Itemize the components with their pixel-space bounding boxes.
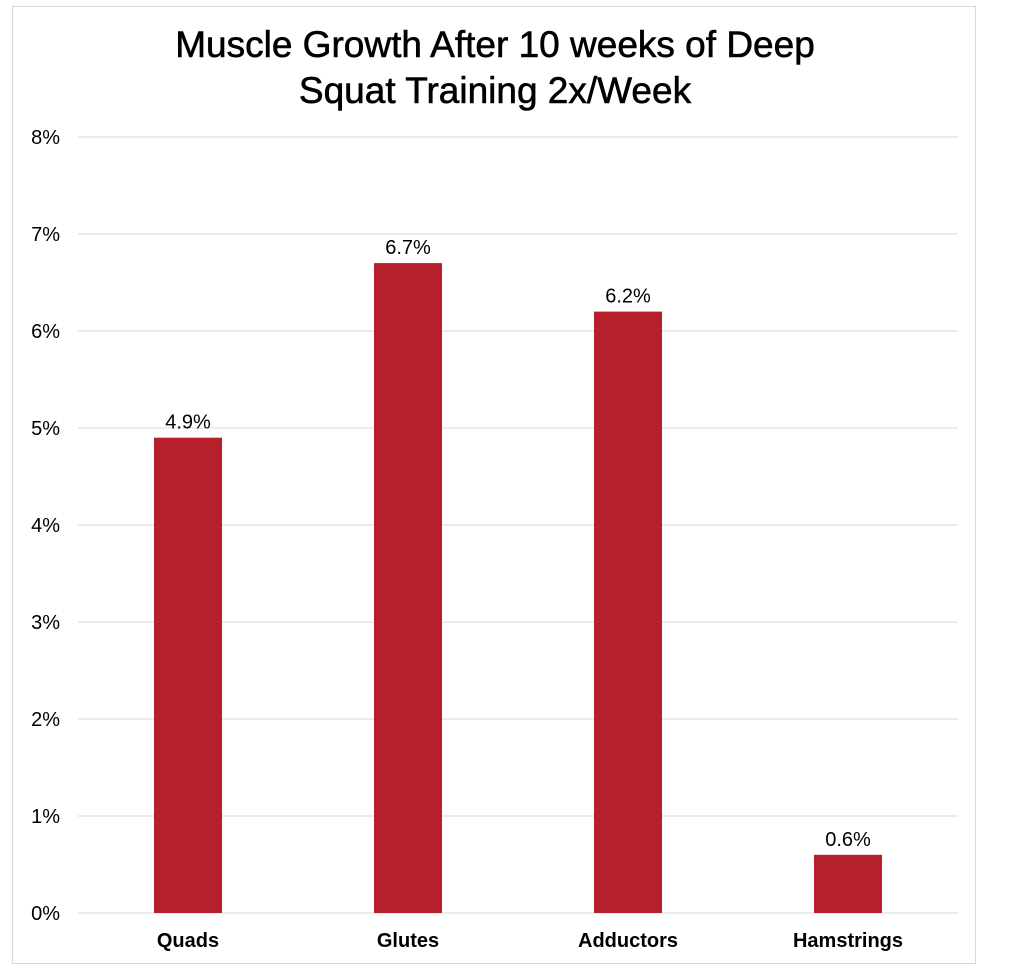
category-label: Quads (157, 930, 219, 952)
y-tick-label: 2% (31, 709, 60, 731)
data-label: 4.9% (165, 412, 211, 434)
data-labels: 4.9% 6.7% 6.2% 0.6% (165, 237, 871, 851)
data-label: 0.6% (825, 829, 871, 851)
y-tick-label: 4% (31, 515, 60, 537)
category-label: Adductors (578, 930, 678, 952)
bar-adductors (594, 311, 662, 914)
bar-hamstrings (814, 854, 882, 913)
chart-title: Muscle Growth After 10 weeks of Deep Squ… (0, 22, 990, 114)
gridlines (78, 136, 958, 914)
y-tick-label: 6% (31, 321, 60, 343)
category-label: Hamstrings (793, 930, 903, 952)
bar-glutes (374, 263, 442, 914)
data-label: 6.7% (385, 237, 431, 259)
y-tick-label: 0% (31, 903, 60, 925)
y-tick-label: 5% (31, 418, 60, 440)
chart-title-line-2: Squat Training 2x/Week (298, 70, 692, 112)
y-tick-label: 7% (31, 224, 60, 246)
bars (154, 263, 882, 914)
data-label: 6.2% (605, 286, 651, 308)
y-tick-label: 8% (31, 127, 60, 149)
chart-title-line-1: Muscle Growth After 10 weeks of Deep (175, 24, 815, 66)
y-axis-ticks: 0% 1% 2% 3% 4% 5% 6% 7% 8% (31, 127, 60, 925)
category-label: Glutes (377, 930, 439, 952)
bar-quads (154, 437, 222, 913)
x-axis-categories: Quads Glutes Adductors Hamstrings (157, 930, 903, 952)
y-tick-label: 3% (31, 612, 60, 634)
y-tick-label: 1% (31, 806, 60, 828)
